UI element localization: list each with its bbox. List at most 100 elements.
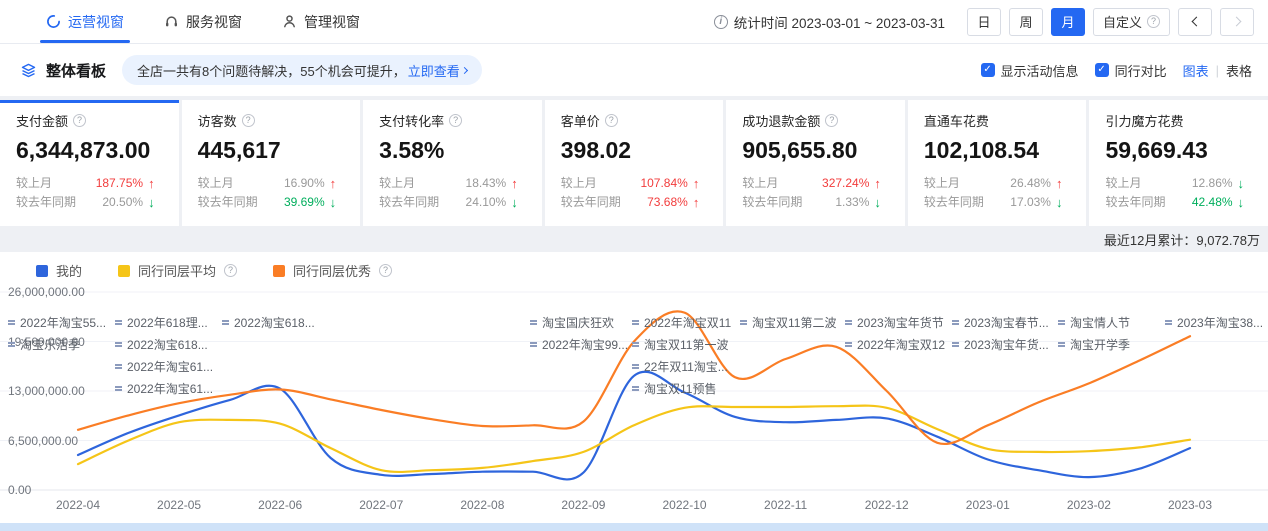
event-annotation[interactable]: 2023淘宝年货节 xyxy=(845,314,944,331)
kpi-trend-value: 73.68% ↑ xyxy=(647,193,699,212)
layers-icon xyxy=(20,62,37,79)
event-marker-icon xyxy=(632,342,639,344)
event-annotation[interactable]: 2023淘宝春节... xyxy=(952,314,1049,331)
event-annotation[interactable]: 2023年淘宝38... xyxy=(1165,314,1263,331)
tab-operations-view[interactable]: 运营视窗 xyxy=(40,0,130,43)
kpi-card[interactable]: 访客数? 445,617 较上月 16.90% ↑ 较去年同期 39.69% ↓ xyxy=(181,100,361,226)
help-icon[interactable]: ? xyxy=(825,114,839,127)
event-label: 2022年淘宝99... xyxy=(542,338,629,352)
cumulative-total: 最近12月累计：9,072.78万 xyxy=(1103,232,1260,248)
view-now-label: 立即查看 xyxy=(407,63,460,79)
kpi-card[interactable]: 引力魔方花费 59,669.43 较上月 12.86% ↓ 较去年同期 42.48% ↓ xyxy=(1089,100,1268,226)
event-annotation[interactable]: 22年双11淘宝... xyxy=(632,358,728,375)
event-annotation[interactable]: 2022年618理... xyxy=(115,314,208,331)
x-axis-label: 2022-06 xyxy=(258,498,303,512)
legend-item[interactable]: 我的 xyxy=(36,261,82,280)
event-annotation[interactable]: 2022淘宝618... xyxy=(115,336,208,353)
legend-swatch xyxy=(36,264,48,277)
help-icon[interactable]: ? xyxy=(241,114,255,127)
event-marker-icon xyxy=(115,342,122,344)
kpi-trend-percent: 20.50% xyxy=(102,195,144,209)
line-chart-svg xyxy=(0,291,1268,491)
kpi-trend-label: 较去年同期 xyxy=(197,195,258,209)
event-marker-icon xyxy=(8,320,15,322)
tab-service-view[interactable]: 服务视窗 xyxy=(164,0,242,43)
kpi-card[interactable]: 支付转化率? 3.58% 较上月 18.43% ↑ 较去年同期 24.10% ↓ xyxy=(363,100,542,226)
view-chart-toggle[interactable]: 图表 xyxy=(1182,63,1209,79)
view-table-toggle[interactable]: 表格 xyxy=(1225,63,1252,79)
event-label: 2022年淘宝55... xyxy=(20,316,107,330)
period-month-button[interactable]: 月 xyxy=(1050,7,1085,36)
event-annotation[interactable]: 淘宝双11预售 xyxy=(632,380,716,397)
trend-down-icon: ↓ xyxy=(1055,195,1063,210)
next-period-button[interactable] xyxy=(1220,7,1254,36)
trend-up-icon: ↑ xyxy=(329,176,337,191)
x-axis-label: 2023-02 xyxy=(1066,498,1111,512)
series-path xyxy=(76,310,1192,446)
prev-period-button[interactable] xyxy=(1178,7,1212,36)
y-axis-label: 6,500,000.00 xyxy=(8,433,79,448)
period-week-button[interactable]: 周 xyxy=(1008,7,1043,36)
event-annotation[interactable]: 淘宝双11第一波 xyxy=(632,336,728,353)
tab-management-view[interactable]: 管理视窗 xyxy=(282,0,360,43)
kpi-title-row: 支付转化率? xyxy=(379,111,528,130)
kpi-card[interactable]: 成功退款金额? 905,655.80 较上月 327.24% ↑ 较去年同期 1.33% ↓ xyxy=(726,100,905,226)
kpi-card[interactable]: 客单价? 398.02 较上月 107.84% ↑ 较去年同期 73.68% ↑ xyxy=(544,100,724,226)
legend-item[interactable]: 同行同层平均? xyxy=(118,261,238,280)
show-activity-label: 显示活动信息 xyxy=(1000,63,1079,79)
kpi-trend-percent: 17.03% xyxy=(1010,195,1051,209)
show-activity-checkbox[interactable]: ✓ 显示活动信息 xyxy=(980,61,1079,80)
kpi-trend-value: 24.10% ↓ xyxy=(466,193,518,212)
kpi-value: 59,669.43 xyxy=(1105,137,1208,163)
view-now-link[interactable]: 立即查看 xyxy=(407,61,468,80)
peer-compare-checkbox[interactable]: ✓ 同行对比 xyxy=(1094,61,1167,80)
help-icon[interactable]: ? xyxy=(449,114,463,127)
event-marker-icon xyxy=(115,386,122,388)
kpi-trend-percent: 1.33% xyxy=(835,195,870,209)
kpi-trend-value: 187.75% ↑ xyxy=(96,174,155,193)
x-axis-label: 2022-05 xyxy=(157,498,202,512)
kpi-card[interactable]: 直通车花费 102,108.54 较上月 26.48% ↑ 较去年同期 17.03% ↓ xyxy=(907,100,1087,226)
event-annotation[interactable]: 2022淘宝618... xyxy=(222,314,315,331)
kpi-trend-percent: 18.43% xyxy=(465,176,507,190)
event-marker-icon xyxy=(952,342,959,344)
help-icon[interactable]: ? xyxy=(379,264,393,277)
event-annotation[interactable]: 淘宝国庆狂欢 xyxy=(530,314,614,331)
kpi-value: 3.58% xyxy=(379,137,445,163)
series-path xyxy=(76,404,1192,474)
event-annotation[interactable]: 2022年淘宝双12 xyxy=(845,336,945,353)
event-label: 淘宝乐活季 xyxy=(20,338,81,352)
cumulative-band: 最近12月累计：9,072.78万 xyxy=(0,226,1268,252)
management-view-icon xyxy=(282,14,297,29)
event-annotation[interactable]: 淘宝乐活季 xyxy=(8,336,80,353)
kpi-trend-label: 较上月 xyxy=(379,176,416,190)
event-label: 淘宝双11第一波 xyxy=(644,338,729,352)
event-annotation[interactable]: 2022年淘宝99... xyxy=(530,336,628,353)
event-annotation[interactable]: 淘宝情人节 xyxy=(1058,314,1130,331)
event-annotation[interactable]: 2022年淘宝双11 xyxy=(632,314,731,331)
event-annotation[interactable]: 淘宝开学季 xyxy=(1058,336,1130,353)
period-custom-button[interactable]: 自定义 ? xyxy=(1092,7,1170,36)
help-icon[interactable]: ? xyxy=(224,264,238,277)
event-annotation[interactable]: 2022年淘宝55... xyxy=(8,314,106,331)
kpi-card[interactable]: 支付金额? 6,344,873.00 较上月 187.75% ↑ 较去年同期 20.50% ↓ xyxy=(0,100,179,226)
event-marker-icon xyxy=(530,342,537,344)
legend-item[interactable]: 同行同层优秀? xyxy=(273,261,393,280)
help-icon[interactable]: ? xyxy=(73,114,87,127)
chart-scrollbar[interactable] xyxy=(0,523,1268,531)
event-annotation[interactable]: 淘宝双11第二波 xyxy=(740,314,836,331)
kpi-trend-row: 较去年同期 1.33% ↓ xyxy=(742,193,891,212)
x-axis-label: 2023-03 xyxy=(1167,498,1213,512)
kpi-cards: 支付金额? 6,344,873.00 较上月 187.75% ↑ 较去年同期 20.50% ↓… xyxy=(0,100,1268,226)
event-annotation[interactable]: 2022年淘宝61... xyxy=(115,358,213,375)
legend-label: 同行同层优秀 xyxy=(293,264,372,279)
help-icon[interactable]: ? xyxy=(604,114,618,127)
kpi-trend-row: 较上月 16.90% ↑ xyxy=(198,174,347,193)
event-marker-icon xyxy=(115,364,122,366)
event-annotation[interactable]: 2023淘宝年货... xyxy=(952,336,1049,353)
page-title: 整体看板 xyxy=(46,62,107,80)
event-annotation[interactable]: 2022年淘宝61... xyxy=(115,380,213,397)
event-marker-icon xyxy=(1058,342,1065,344)
period-day-button[interactable]: 日 xyxy=(966,7,1001,36)
kpi-title-row: 访客数? xyxy=(198,111,347,130)
